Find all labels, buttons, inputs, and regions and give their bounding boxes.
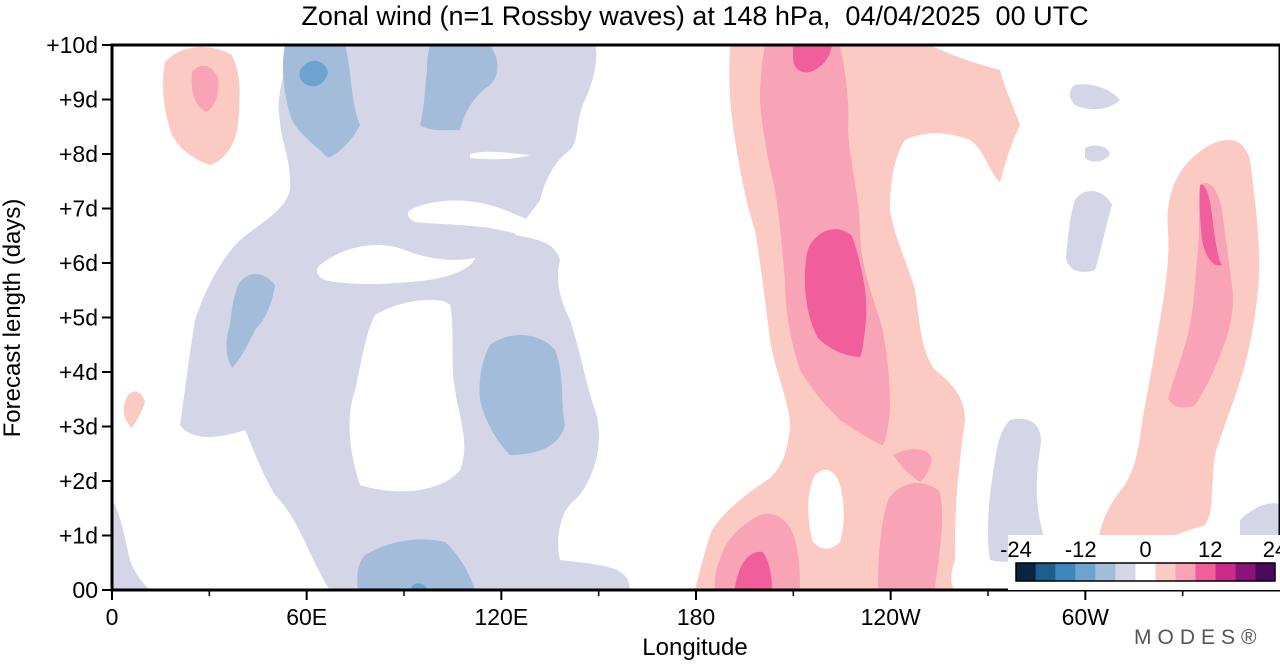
colorbar-swatch-3: [1075, 563, 1096, 581]
westerly-max-mid: [804, 229, 867, 357]
x-tick-label-2: 120E: [474, 604, 528, 630]
contour-zero-holes-positive: [808, 469, 844, 549]
easterly-east-small-3: [1066, 190, 1112, 272]
westerly-core-s-small: [893, 449, 932, 482]
x-tick-label-0: 0: [106, 604, 119, 630]
contour-field: [112, 45, 1280, 590]
easterly-core-w: [226, 274, 275, 368]
hole-upper: [317, 245, 475, 285]
colorbar-swatch-2: [1055, 563, 1076, 581]
westerly-core-sw: [714, 513, 800, 590]
hole-westerly: [808, 469, 844, 549]
y-axis-title: Forecast length (days): [0, 199, 26, 438]
hole-small: [470, 151, 530, 160]
x-tick-label-4: 120W: [861, 604, 921, 630]
y-tick-label-0: 00: [72, 577, 98, 603]
y-tick-label-10: +10d: [46, 32, 98, 58]
hole-strip: [407, 200, 570, 239]
easterly-east-small-2: [1085, 145, 1110, 162]
westerly-max-top: [793, 45, 832, 73]
hole-mid: [349, 299, 465, 492]
contour-positive-12: [735, 45, 1222, 590]
colorbar-swatch-7: [1155, 563, 1176, 581]
easterly-core-n: [420, 45, 498, 131]
westerly-max-bottom: [735, 551, 772, 590]
chart-title: Zonal wind (n=1 Rossby waves) at 148 hPa…: [301, 1, 1089, 31]
easterly-core-s: [357, 539, 475, 590]
colorbar-label-2: 0: [1139, 537, 1151, 562]
easterly-east-lower: [987, 418, 1045, 562]
colorbar-swatch-1: [1035, 563, 1056, 581]
y-tick-label-4: +4d: [59, 359, 98, 385]
easterly-left-edge: [112, 500, 150, 590]
westerly-core-w: [191, 65, 219, 112]
x-axis: 0 60E 120E 180 120W 60W: [106, 590, 1184, 630]
colorbar-swatch-11: [1235, 563, 1256, 581]
westerly-core-e: [1168, 182, 1233, 408]
colorbar-swatch-10: [1215, 563, 1236, 581]
westerly-west-tiny: [123, 391, 145, 428]
x-tick-label-1: 60E: [286, 604, 327, 630]
contour-zero-holes: [317, 151, 570, 492]
y-tick-label-2: +2d: [59, 468, 98, 494]
colorbar-swatch-12: [1255, 563, 1275, 581]
y-tick-label-6: +6d: [59, 250, 98, 276]
y-tick-label-9: +9d: [59, 87, 98, 113]
contour-negative-4: [112, 45, 1280, 590]
westerly-max-east: [1199, 184, 1222, 266]
colorbar-label-3: 12: [1198, 537, 1222, 562]
modes-logo: MODES®: [1134, 626, 1263, 649]
colorbar-swatch-6: [1135, 563, 1156, 581]
easterly-core-mid: [479, 334, 565, 455]
easterly-east-small-1: [1069, 84, 1120, 110]
y-axis: 00 +1d +2d +3d +4d +5d +6d +7d +8d +9d +10d: [46, 32, 112, 603]
y-tick-label-7: +7d: [59, 196, 98, 222]
colorbar-swatch-0: [1016, 563, 1036, 581]
x-tick-label-5: 60W: [1062, 604, 1110, 630]
y-tick-label-5: +5d: [59, 305, 98, 331]
easterly-peak-s: [410, 583, 428, 590]
westerly-core-s: [878, 482, 943, 590]
colorbar-swatch-8: [1175, 563, 1196, 581]
y-tick-label-8: +8d: [59, 141, 98, 167]
colorbar-swatch-9: [1195, 563, 1216, 581]
colorbar-swatch-4: [1095, 563, 1116, 581]
colorbar-frame: [1015, 562, 1276, 582]
colorbar: -24 -12 0 12 24: [1000, 535, 1280, 590]
easterly-peak: [299, 60, 328, 87]
westerly-east-band: [1098, 140, 1260, 590]
colorbar-label-0: -24: [1000, 537, 1032, 562]
colorbar-swatch-5: [1115, 563, 1136, 581]
y-tick-label-3: +3d: [59, 414, 98, 440]
colorbar-label-1: -12: [1065, 537, 1097, 562]
x-tick-label-3: 180: [677, 604, 715, 630]
colorbar-label-4: 24: [1263, 537, 1280, 562]
contour-negative-12: [299, 60, 428, 590]
x-axis-title: Longitude: [642, 634, 747, 661]
y-tick-label-1: +1d: [59, 523, 98, 549]
